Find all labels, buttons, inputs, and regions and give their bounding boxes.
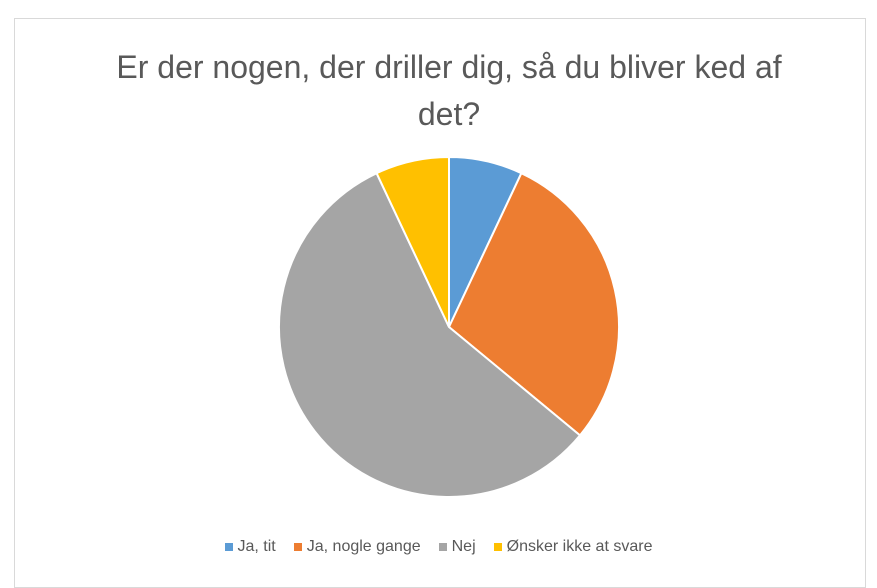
legend-item: Ja, tit [224, 538, 276, 556]
legend-swatch [493, 543, 502, 551]
legend: Ja, tit Ja, nogle gange Nej Ønsker ikke at … [0, 538, 877, 556]
legend-swatch [438, 543, 447, 551]
legend-label: Ja, tit [237, 538, 276, 555]
pie-slice [375, 155, 450, 328]
legend-label: Ønsker ikke at svare [506, 538, 653, 555]
legend-item: Nej [438, 538, 476, 556]
legend-label: Ja, nogle gange [306, 538, 421, 555]
legend-item: Ja, nogle gange [293, 538, 421, 556]
chart-title: Er der nogen, der driller dig, så du bli… [116, 49, 782, 132]
pie-slice [278, 171, 582, 498]
legend-swatch [224, 543, 233, 551]
pie-slice [447, 171, 620, 437]
legend-swatch [293, 543, 302, 551]
legend-label: Nej [451, 538, 476, 555]
legend-item: Ønsker ikke at svare [493, 538, 653, 556]
